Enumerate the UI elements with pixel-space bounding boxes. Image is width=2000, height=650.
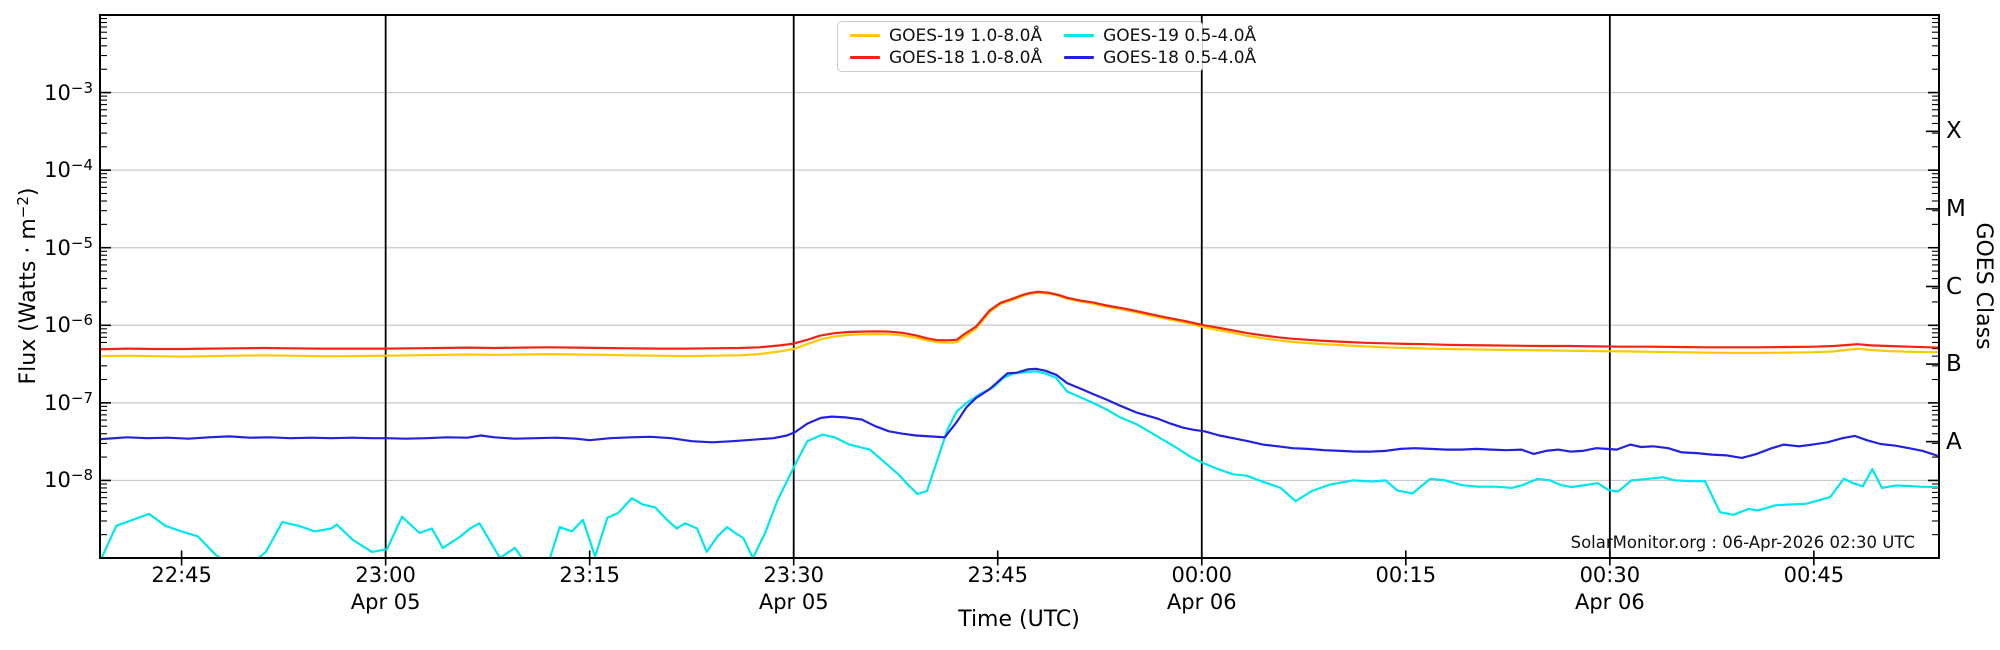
legend-entry: GOES-18 0.5-4.0Å [1064,48,1256,68]
plot-frame [99,14,1940,559]
goes-class-label: B [1946,351,1962,378]
x-tick-label: 23:00 [355,563,416,587]
x-tick-label: 22:45 [151,563,212,587]
legend-label: GOES-19 0.5-4.0Å [1103,25,1257,46]
legend-line-swatch [1064,56,1095,59]
legend-entry: GOES-18 1.0-8.0Å [850,48,1042,68]
series-line [101,290,1938,351]
goes-class-label: X [1946,118,1962,145]
x-tick-label: 00:45 [1783,563,1845,587]
legend-entry: GOES-19 0.5-4.0Å [1064,26,1256,46]
y-tick-label: 10−6 [44,311,93,338]
legend-label: GOES-19 1.0-8.0Å [889,25,1043,46]
legend-line-swatch [850,56,880,59]
legend-label: GOES-18 1.0-8.0Å [889,47,1043,68]
legend-line-swatch [850,34,880,37]
x-tick-label: 23:45 [967,563,1028,587]
goes-class-axis-title: GOES Class [1971,222,1996,350]
y-axis-title-text: Flux (Watts · m [16,218,41,385]
y-tick-label: 10−7 [44,388,93,415]
x-tick-label: 00:15 [1375,563,1437,587]
x-tick-label: 23:15 [559,563,620,587]
goes-class-label: M [1946,195,1966,222]
goes-class-label: A [1946,428,1962,455]
legend-label: GOES-18 0.5-4.0Å [1103,47,1257,68]
y-tick-label: 10−3 [44,78,93,105]
attribution-text: SolarMonitor.org : 06-Apr-2026 02:30 UTC [1570,533,1915,552]
x-tick-day-label: Apr 05 [350,590,421,614]
x-tick-label: 00:00 [1171,563,1233,587]
series-line [101,370,1938,557]
x-tick-day-label: Apr 05 [758,590,829,614]
x-tick-day-label: Apr 06 [1574,590,1645,614]
legend-line-swatch [1064,34,1095,37]
legend: GOES-19 1.0-8.0Å GOES-19 0.5-4.0Å GOES-18 … [837,21,1256,72]
y-axis-title-suffix: ) [16,187,41,197]
goes-class-label: C [1946,273,1963,300]
y-tick-label: 10−8 [44,466,93,493]
x-tick-label: 00:30 [1579,563,1641,587]
y-tick-label: 10−5 [44,233,93,260]
series-line [101,367,1938,459]
x-tick-day-label: Apr 06 [1166,590,1237,614]
legend-entry: GOES-19 1.0-8.0Å [850,26,1042,46]
x-axis-title: Time (UTC) [958,607,1080,632]
y-axis-title: Flux (Watts · m−2) [14,86,42,486]
y-axis-title-exponent: −2 [14,196,32,219]
x-tick-label: 23:30 [763,563,824,587]
y-tick-label: 10−4 [44,156,93,183]
